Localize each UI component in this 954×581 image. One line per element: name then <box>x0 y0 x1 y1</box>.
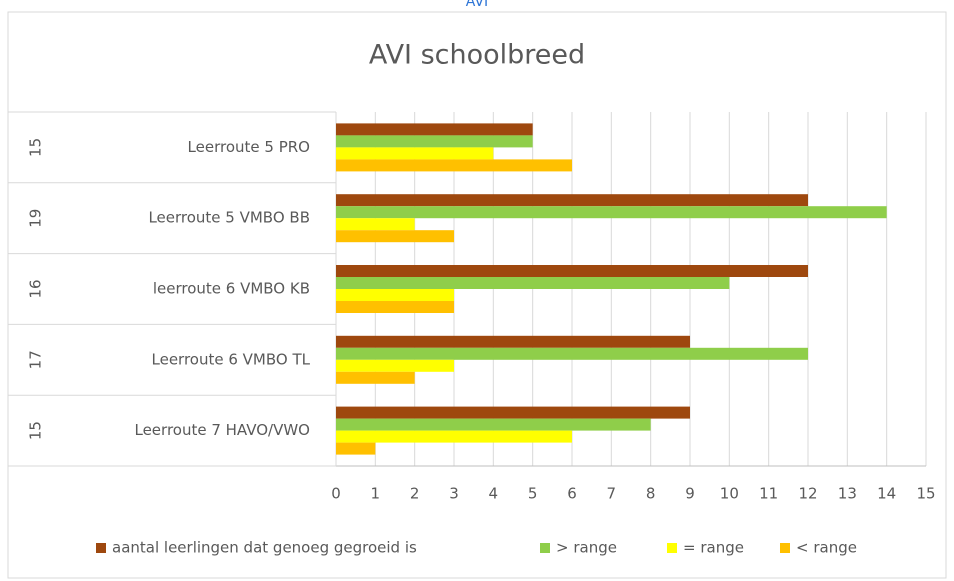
bar <box>336 194 808 207</box>
x-tick-label: 6 <box>567 485 577 503</box>
legend-label: = range <box>683 539 744 557</box>
x-tick-label: 1 <box>371 485 381 503</box>
legend-label: < range <box>796 539 857 557</box>
category-label: Leerroute 6 VMBO TL <box>152 350 311 368</box>
x-tick-label: 11 <box>759 485 778 503</box>
x-tick-label: 7 <box>607 485 617 503</box>
group-label: 19 <box>27 209 45 228</box>
bar <box>336 335 690 348</box>
category-label: leerroute 6 VMBO KB <box>153 280 310 298</box>
x-tick-label: 14 <box>877 485 896 503</box>
group-label: 15 <box>27 138 45 157</box>
bar <box>336 289 454 301</box>
x-tick-label: 8 <box>646 485 656 503</box>
bar <box>336 123 533 136</box>
category-label: Leerroute 5 PRO <box>188 138 310 156</box>
legend-swatch <box>667 543 677 553</box>
bar <box>336 359 454 372</box>
legend-swatch <box>780 543 790 553</box>
x-tick-label: 12 <box>798 485 817 503</box>
legend-label: > range <box>556 539 617 557</box>
bar <box>336 230 454 243</box>
bar <box>336 159 572 172</box>
x-tick-label: 13 <box>838 485 857 503</box>
category-label: Leerroute 7 HAVO/VWO <box>134 421 310 439</box>
x-tick-label: 5 <box>528 485 538 503</box>
page-header: AVI <box>466 0 488 10</box>
group-label: 15 <box>27 421 45 440</box>
legend-label: aantal leerlingen dat genoeg gegroeid is <box>112 539 417 557</box>
legend-swatch <box>540 543 550 553</box>
bar <box>336 418 651 431</box>
x-tick-label: 4 <box>489 485 499 503</box>
bar <box>336 277 730 289</box>
category-label: Leerroute 5 VMBO BB <box>148 209 310 227</box>
x-tick-label: 15 <box>916 485 935 503</box>
x-tick-label: 10 <box>720 485 739 503</box>
bar <box>336 442 376 455</box>
x-tick-label: 9 <box>685 485 695 503</box>
bar <box>336 218 415 231</box>
bar <box>336 430 572 443</box>
x-tick-label: 2 <box>410 485 420 503</box>
bar <box>336 135 533 148</box>
group-label: 16 <box>27 279 45 298</box>
x-tick-label: 3 <box>449 485 459 503</box>
legend-swatch <box>96 543 106 553</box>
bar <box>336 406 690 419</box>
bar <box>336 265 808 277</box>
chart-title: AVI schoolbreed <box>369 40 585 71</box>
x-tick-label: 0 <box>331 485 341 503</box>
bar <box>336 347 808 360</box>
bar <box>336 147 494 160</box>
bar <box>336 371 415 384</box>
bar <box>336 301 454 313</box>
chart-frame <box>7 11 947 579</box>
group-label: 17 <box>27 350 45 369</box>
bar <box>336 206 887 219</box>
